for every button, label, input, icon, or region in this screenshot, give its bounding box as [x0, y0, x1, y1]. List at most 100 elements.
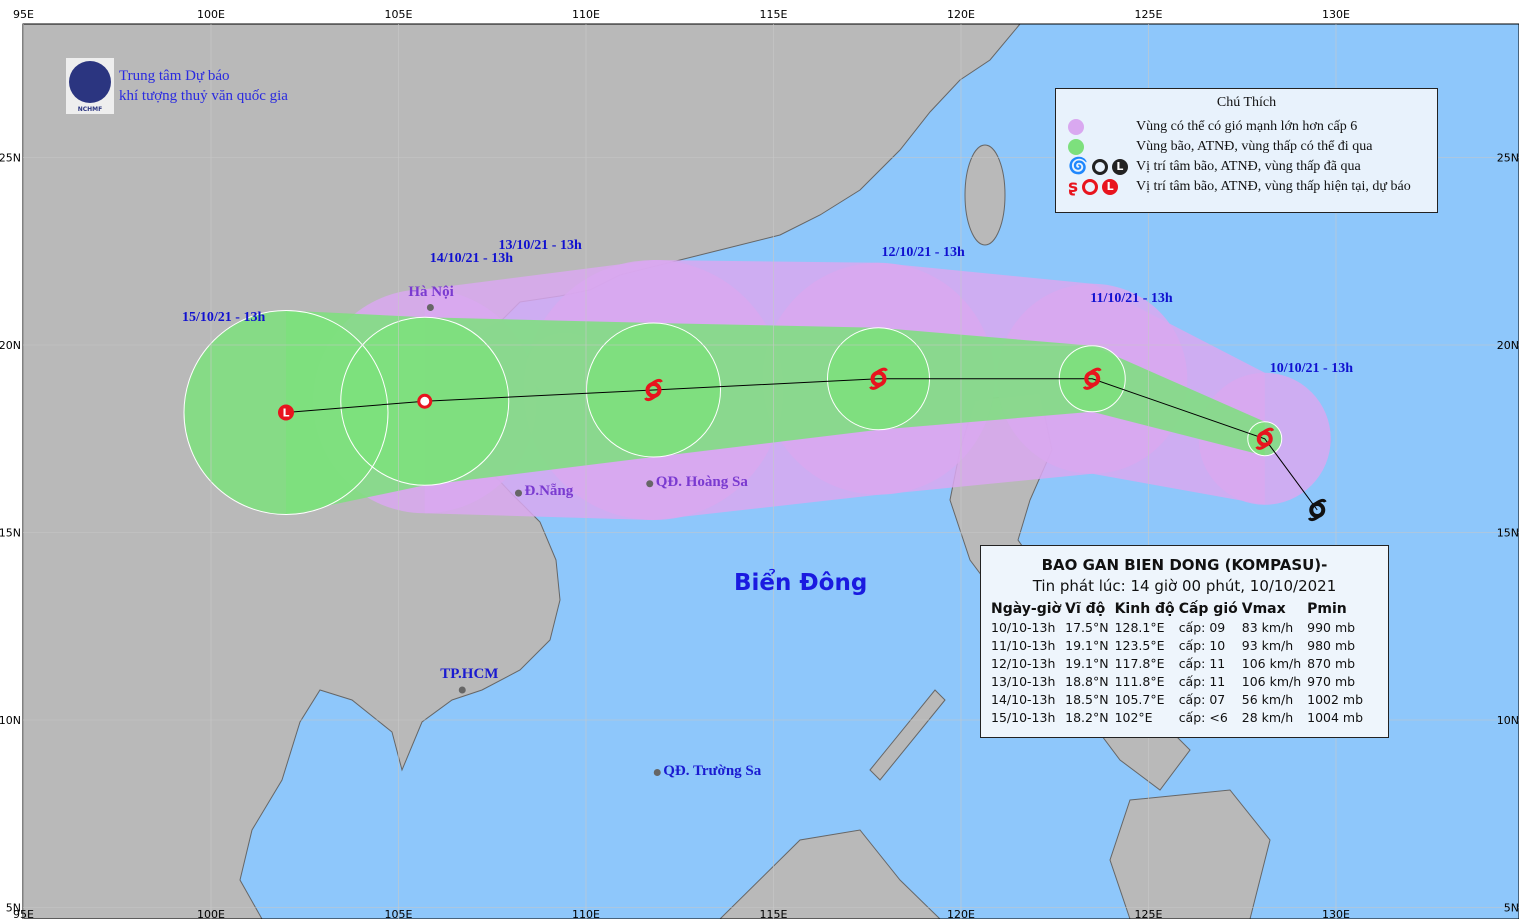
table-cell: 990 mb	[1307, 620, 1356, 635]
column-header: Vmax	[1241, 601, 1286, 617]
storm-marker	[869, 367, 888, 390]
lat-tick-label: 15N	[0, 527, 21, 540]
storm-info-panel: BAO GAN BIEN DONG (KOMPASU)- Tin phát lú…	[980, 545, 1389, 738]
column-header: Vĩ độ	[1065, 601, 1106, 617]
agency-name: Trung tâm Dự báo khí tượng thuỷ văn quốc…	[119, 66, 288, 106]
svg-text:L: L	[282, 407, 289, 420]
taiwan	[964, 144, 1006, 246]
table-row: 12/10-13h 19.1°N 117.8°E cấp: 11 106 km/h 870…	[991, 655, 1369, 673]
table-row: 10/10-13h 17.5°N 128.1°E cấp: 09 83 km/h 990 …	[991, 619, 1369, 637]
table-cell: cấp: 07	[1178, 692, 1226, 707]
table-cell: 19.1°N	[1065, 656, 1109, 671]
lon-tick-label: 100E	[197, 8, 225, 21]
lon-tick-label: 120E	[947, 8, 975, 21]
table-cell: 106 km/h	[1241, 656, 1302, 671]
place-label: QĐ. Hoàng Sa	[655, 473, 748, 490]
lon-tick-label: 125E	[1135, 8, 1163, 21]
table-cell: 18.2°N	[1065, 710, 1109, 725]
table-cell: 105.7°E	[1114, 692, 1165, 707]
lat-tick-label: 20N	[1497, 339, 1519, 352]
table-cell: 980 mb	[1307, 638, 1356, 653]
forecast-time-label: 15/10/21 - 13h	[182, 309, 266, 325]
column-header: Pmin	[1307, 601, 1347, 617]
palawan	[869, 689, 946, 781]
storm-marker	[1255, 427, 1275, 450]
mindanao	[1109, 789, 1271, 919]
nchmf-logo: NCHMF	[66, 58, 114, 114]
table-cell: 15/10-13h	[991, 710, 1056, 725]
legend-title: Chú Thích	[1216, 95, 1277, 110]
storm-track: L	[278, 304, 1327, 776]
table-cell: 14/10-13h	[991, 692, 1056, 707]
table-cell: 17.5°N	[1065, 620, 1109, 635]
storm-marker	[1082, 367, 1102, 390]
table-cell: 28 km/h	[1241, 710, 1294, 725]
map-frame	[22, 23, 1519, 919]
legend-item: Vị trí tâm bão, ATNĐ, vùng thấp đã qua	[1136, 159, 1361, 174]
table-cell: 106 km/h	[1241, 674, 1302, 689]
forecast-time-label: 12/10/21 - 13h	[881, 244, 965, 260]
forecast-radius-circle	[1247, 421, 1283, 457]
table-cell: 19.1°N	[1065, 638, 1109, 653]
lon-tick-label: 95E	[13, 908, 34, 919]
table-cell: cấp: <6	[1178, 710, 1228, 725]
lat-tick-label: 15N	[1497, 527, 1519, 540]
table-row: 13/10-13h 18.8°N 111.8°E cấp: 11 106 km/h 970…	[991, 673, 1369, 691]
place-label: Hà Nội	[408, 283, 454, 300]
table-cell: 117.8°E	[1114, 656, 1165, 671]
place-label: Đ.Nẵng	[524, 483, 574, 500]
past-position-icons: 🌀 L	[1068, 159, 1128, 175]
legend-item: Vị trí tâm bão, ATNĐ, vùng thấp hiện tại…	[1136, 179, 1411, 194]
table-cell: 1004 mb	[1307, 710, 1364, 725]
table-cell: 102°E	[1114, 710, 1153, 725]
table-row: 15/10-13h 18.2°N 102°E cấp: <6 28 km/h 1004 m…	[991, 709, 1369, 727]
lat-tick-label: 5N	[6, 902, 21, 915]
agency-name-line1: Trung tâm Dự báo	[119, 68, 230, 84]
table-cell: 56 km/h	[1241, 692, 1294, 707]
place-label: QĐ. Trường Sa	[663, 762, 762, 779]
depression-marker	[417, 393, 433, 409]
lon-tick-label: 110E	[572, 8, 600, 21]
table-cell: 13/10-13h	[991, 674, 1056, 689]
lon-tick-label: 105E	[385, 8, 413, 21]
place-label: TP.HCM	[440, 666, 499, 682]
issued-time: Tin phát lúc: 14 giờ 00 phút, 10/10/2021	[1032, 577, 1337, 595]
table-row: 11/10-13h 19.1°N 123.5°E cấp: 10 93 km/h 980 …	[991, 637, 1369, 655]
forecast-position-icons: ʂ L	[1068, 177, 1119, 197]
storm-icon: 🌀	[1068, 158, 1088, 175]
forecast-radius-circle	[340, 316, 510, 486]
table-cell: 123.5°E	[1114, 638, 1165, 653]
logo-text: NCHMF	[77, 106, 103, 113]
column-header: Cấp gió	[1178, 601, 1238, 617]
storm-marker-past	[1307, 498, 1327, 522]
table-cell: 128.1°E	[1114, 620, 1165, 635]
storm-icon: ʂ	[1068, 177, 1079, 197]
storm-title: BAO GAN BIEN DONG (KOMPASU)-	[1041, 556, 1328, 574]
borneo	[719, 829, 941, 919]
sea-label: Biển Đông	[734, 570, 868, 596]
table-cell: 970 mb	[1307, 674, 1356, 689]
table-cell: 18.5°N	[1065, 692, 1109, 707]
forecast-time-label: 14/10/21 - 13h	[429, 251, 513, 267]
lon-tick-label: 105E	[385, 908, 413, 919]
legend: Chú Thích Vùng có thể có gió mạnh lớn hơ…	[1055, 88, 1438, 213]
lat-tick-label: 25N	[0, 152, 21, 165]
table-cell: 93 km/h	[1241, 638, 1294, 653]
table-cell: 1002 mb	[1307, 692, 1364, 707]
storm-zone-swatch	[1068, 139, 1084, 155]
lon-tick-label: 115E	[760, 8, 788, 21]
forecast-time-label: 13/10/21 - 13h	[498, 238, 582, 253]
low-icon: L	[1111, 159, 1128, 175]
lon-tick-label: 130E	[1322, 8, 1350, 21]
column-header: Kinh độ	[1114, 601, 1175, 617]
legend-item: Vùng có thể có gió mạnh lớn hơn cấp 6	[1136, 119, 1358, 134]
low-marker: L	[278, 404, 294, 421]
forecast-radius-circle	[183, 310, 389, 515]
forecast-radius-circle	[586, 322, 721, 458]
table-cell: cấp: 09	[1178, 620, 1226, 635]
table-cell: cấp: 10	[1178, 638, 1226, 653]
table-cell: 10/10-13h	[991, 620, 1056, 635]
place-dot	[646, 480, 654, 488]
lon-tick-label: 115E	[760, 908, 788, 919]
